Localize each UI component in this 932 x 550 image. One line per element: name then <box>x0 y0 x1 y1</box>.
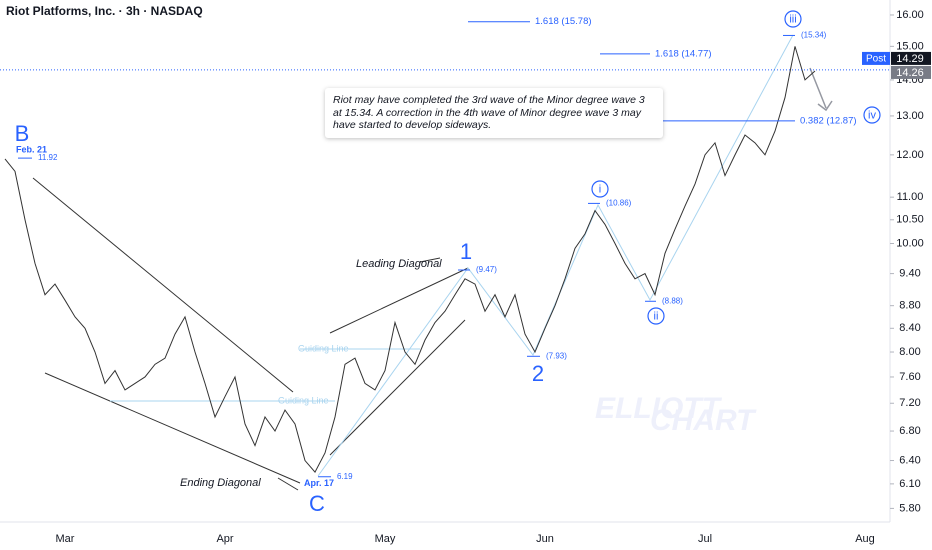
y-tick-label: 7.20 <box>899 397 920 409</box>
watermark: ELLIOTT <box>595 392 723 425</box>
fib-label: 1.618 (14.77) <box>655 48 712 59</box>
y-tick-label: 8.40 <box>899 322 920 334</box>
wave-circle <box>784 10 802 28</box>
pivot-label: (9.47) <box>476 265 497 274</box>
y-tick-label: 15.00 <box>896 40 924 52</box>
wave-label: B <box>15 121 30 146</box>
wave-label: iii <box>789 13 796 25</box>
pivot-label: (15.34) <box>801 31 827 40</box>
y-tick-label: 6.10 <box>899 478 920 490</box>
pivot-date: Apr. 17 <box>304 478 334 488</box>
y-tick-label: 10.00 <box>896 237 924 249</box>
pivot-label: (8.88) <box>662 296 683 305</box>
x-tick-label: Apr <box>216 533 233 545</box>
y-tick-label: 12.00 <box>896 149 924 161</box>
y-tick-label: 8.00 <box>899 346 920 358</box>
y-tick-label: 16.00 <box>896 9 924 21</box>
price-tag <box>891 51 931 65</box>
trendlines <box>32 177 469 491</box>
price-tag <box>891 65 931 79</box>
x-tick-label: Mar <box>56 533 75 545</box>
pivot-label: (7.93) <box>546 351 567 360</box>
pivot-label: 6.19 <box>337 472 353 481</box>
y-tick-label: 9.40 <box>899 268 920 280</box>
note: Guiding Line <box>278 395 329 405</box>
chart-title: Riot Platforms, Inc. · 3h · NASDAQ <box>6 4 203 18</box>
wave-label: 2 <box>532 361 544 386</box>
wave-circle <box>591 180 609 198</box>
pivot-date: Feb. 21 <box>16 144 47 154</box>
y-tick-label: 13.00 <box>896 110 924 122</box>
x-tick-label: Jun <box>536 533 554 545</box>
watermark: CHART <box>650 404 757 437</box>
note: Ending Diagonal <box>180 477 261 489</box>
fib-label: 0.382 (12.87) <box>800 115 857 126</box>
y-tick-label: 10.50 <box>896 214 924 226</box>
price-line <box>4 46 816 473</box>
x-tick-label: Aug <box>855 533 875 545</box>
y-tick-label: 6.40 <box>899 454 920 466</box>
y-tick-label: 11.00 <box>897 191 924 203</box>
wave-circle <box>863 106 881 124</box>
post-label: Post <box>866 54 886 65</box>
wave-label: C <box>309 491 325 516</box>
wave-label: 1 <box>460 239 472 264</box>
x-tick-label: May <box>375 533 396 545</box>
post-tag <box>862 51 890 65</box>
pivot-label: (10.86) <box>606 199 632 208</box>
note: Guiding Line <box>298 343 349 353</box>
y-tick-label: 7.60 <box>899 371 920 383</box>
wave-circle <box>647 307 665 325</box>
arrow <box>809 67 833 112</box>
fib-label: 1.618 (15.78) <box>535 16 592 27</box>
wave-label: ii <box>654 310 659 322</box>
pivot-label: 11.92 <box>38 153 58 162</box>
y-tick-label: 5.80 <box>899 502 920 514</box>
price-tag-label: 14.29 <box>896 53 924 65</box>
y-tick-label: 8.80 <box>899 300 920 312</box>
y-tick-label: 6.80 <box>899 425 920 437</box>
price-tag-label: 14.26 <box>896 67 924 79</box>
comment-box: Riot may have completed the 3rd wave of … <box>325 88 663 138</box>
wave-label: iv <box>868 109 876 121</box>
wave-label: i <box>599 183 601 195</box>
x-tick-label: Jul <box>698 533 712 545</box>
note: Leading Diagonal <box>356 258 442 270</box>
